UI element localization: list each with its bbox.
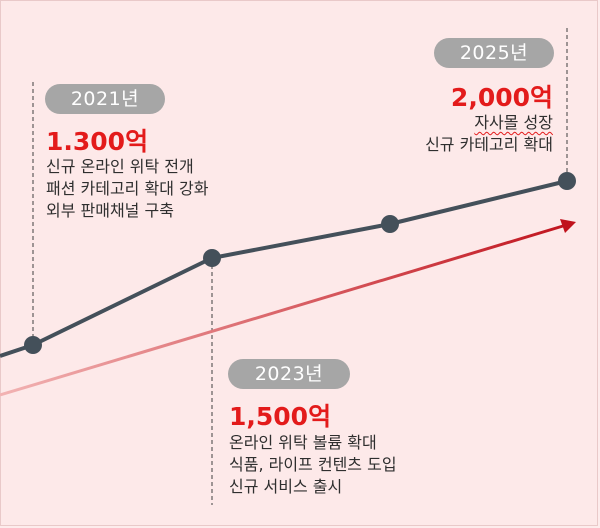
description-2025-line-1-text: 자사몰 성장 [474, 113, 553, 132]
description-2021: 신규 온라인 위탁 전개 패션 카테고리 확대 강화 외부 판매채널 구축 [46, 156, 208, 222]
year-badge-2023: 2023년 [228, 359, 350, 389]
amount-2023: 1,500억 [229, 402, 332, 431]
description-2025-line-2: 신규 카테고리 확대 [425, 135, 553, 154]
description-2025: 자사몰 성장 신규 카테고리 확대 [425, 112, 553, 156]
marker-2021 [24, 336, 42, 354]
description-2025-line-1: 자사몰 성장 [425, 112, 553, 134]
description-2023-line-1: 온라인 위탁 볼륨 확대 [229, 433, 377, 452]
amount-2021: 1.300억 [46, 127, 149, 156]
description-2021-line-2: 패션 카테고리 확대 강화 [46, 179, 209, 198]
marker-2025 [558, 172, 576, 190]
year-badge-2021: 2021년 [45, 84, 165, 114]
description-2023-line-2: 식품, 라이프 컨텐츠 도입 [229, 455, 397, 474]
description-2023-line-3: 신규 서비스 출시 [229, 477, 343, 496]
marker-mid [381, 215, 399, 233]
marker-2023 [203, 249, 221, 267]
description-2021-line-3: 외부 판매채널 구축 [46, 201, 174, 220]
trend-arrowhead [560, 219, 576, 233]
description-2021-line-1: 신규 온라인 위탁 전개 [46, 157, 194, 176]
trend-arrow-line [0, 224, 564, 397]
year-badge-2025: 2025년 [434, 38, 554, 68]
description-2023: 온라인 위탁 볼륨 확대 식품, 라이프 컨텐츠 도입 신규 서비스 출시 [229, 432, 397, 498]
amount-2025: 2,000억 [450, 83, 553, 112]
